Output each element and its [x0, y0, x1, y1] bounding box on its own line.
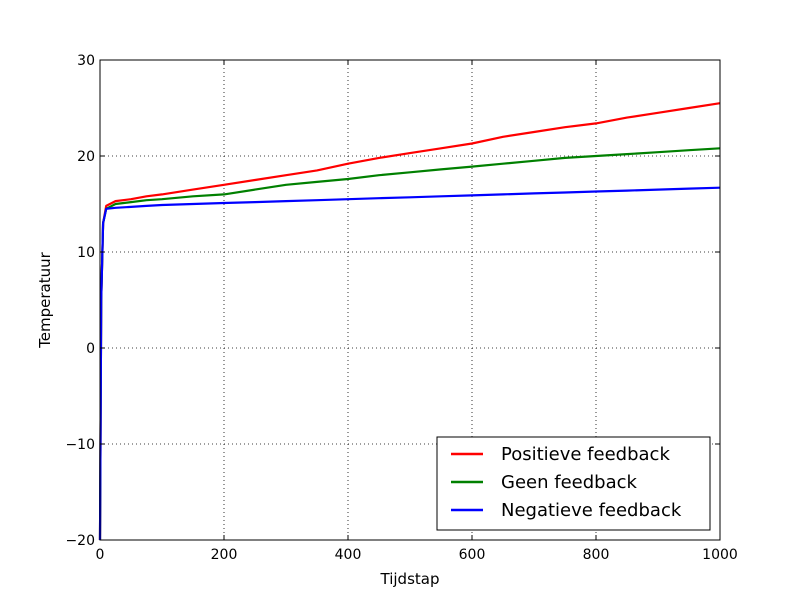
x-tick-label: 1000 [702, 547, 738, 563]
y-tick-label: 10 [77, 245, 95, 261]
legend-label-2: Geen feedback [501, 472, 637, 493]
x-tick-label: 0 [96, 547, 105, 563]
series-line-1 [98, 102, 721, 541]
legend-box [436, 436, 711, 531]
series-line-3 [98, 186, 721, 541]
legend-label-3: Negatieve feedback [501, 500, 682, 521]
x-tick-label: 400 [335, 547, 362, 563]
y-axis-label: Temperatuur [36, 251, 54, 348]
x-tick-label: 200 [211, 547, 238, 563]
x-tick-label: 600 [459, 547, 486, 563]
x-axis-label: Tijdstap [380, 570, 440, 588]
series-line-2 [98, 147, 721, 541]
y-tick-label: 0 [86, 341, 95, 357]
y-tick-label: 30 [77, 53, 95, 69]
series-group [98, 102, 721, 541]
legend: Positieve feedback Geen feedback Negatieve… [436, 436, 711, 531]
y-tick-label: −20 [65, 533, 95, 549]
y-tick-label: −10 [65, 437, 95, 453]
plot-frame [99, 59, 721, 541]
x-tick-label: 800 [583, 547, 610, 563]
ticks: 0 200 400 600 800 1000 −20 −10 0 10 20 30 [65, 53, 737, 563]
legend-label-1: Positieve feedback [501, 444, 670, 465]
y-tick-label: 20 [77, 149, 95, 165]
